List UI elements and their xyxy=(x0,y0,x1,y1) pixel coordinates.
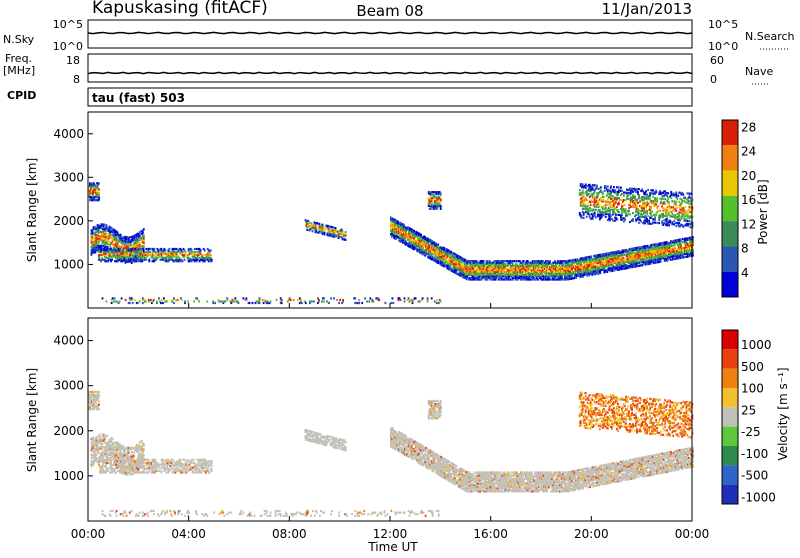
xtick-label: 00:00 xyxy=(71,527,106,541)
colorbar-tick: 16 xyxy=(741,193,756,207)
xtick-label: 00:00 xyxy=(675,527,710,541)
nsearch-tick-bottom: 10^0 xyxy=(708,40,738,53)
colorbar-tick: 24 xyxy=(741,145,756,159)
colorbar-tick: 12 xyxy=(741,217,756,231)
power-ylabel: Slant Range [km] xyxy=(25,158,39,262)
colorbar-tick: 20 xyxy=(741,169,756,183)
colorbar-tick: -500 xyxy=(741,469,768,483)
nsearch-tick-top: 10^5 xyxy=(708,18,738,31)
beam-title: Beam 08 xyxy=(356,2,423,20)
power-colorbar: 4 8 12 16 20 24 28 xyxy=(722,120,756,297)
xtick-label: 16:00 xyxy=(473,527,508,541)
colorbar-tick: -25 xyxy=(741,425,761,439)
nsky-tick-bottom: 10^0 xyxy=(53,40,83,53)
xtick-label: 12:00 xyxy=(373,527,408,541)
ytick-label: 1000 xyxy=(53,257,84,271)
freq-strip-frame xyxy=(88,54,692,82)
date-title: 11/Jan/2013 xyxy=(602,0,693,18)
nsky-label: N.Sky xyxy=(3,33,35,46)
power-panel-frame xyxy=(88,112,692,308)
xtick-label: 20:00 xyxy=(574,527,609,541)
colorbar-swatch xyxy=(722,171,738,196)
ytick-label: 1000 xyxy=(53,469,84,483)
ytick-label: 3000 xyxy=(53,379,84,393)
cpid-label: CPID xyxy=(7,89,36,102)
colorbar-tick: -100 xyxy=(741,447,768,461)
velocity-panel xyxy=(88,391,694,517)
velocity-ylabel: Slant Range [km] xyxy=(25,368,39,472)
freq-label-2: [MHz] xyxy=(3,64,35,77)
power-colorbar-label: Power [dB] xyxy=(756,179,770,244)
colorbar-swatch xyxy=(722,330,738,349)
colorbar-swatch xyxy=(722,407,738,426)
nave-tick-top: 60 xyxy=(710,54,724,67)
colorbar-swatch xyxy=(722,446,738,465)
site-title: Kapuskasing (fitACF) xyxy=(92,0,268,18)
ytick-label: 2000 xyxy=(53,214,84,228)
freq-tick-bottom: 8 xyxy=(73,73,80,86)
colorbar-swatch xyxy=(722,120,738,145)
ytick-label: 4000 xyxy=(53,334,84,348)
colorbar-swatch xyxy=(722,272,738,297)
velocity-colorbar-label: Velocity [m s⁻¹] xyxy=(776,367,790,460)
colorbar-swatch xyxy=(722,246,738,271)
colorbar-swatch xyxy=(722,388,738,407)
colorbar-swatch xyxy=(722,427,738,446)
nsky-trace xyxy=(88,32,692,33)
colorbar-tick: 100 xyxy=(741,382,764,396)
ytick-label: 4000 xyxy=(53,127,84,141)
colorbar-swatch xyxy=(722,369,738,388)
colorbar-tick: -1000 xyxy=(741,491,776,505)
freq-trace xyxy=(88,72,692,73)
xtick-label: 08:00 xyxy=(272,527,307,541)
ytick-label: 2000 xyxy=(53,424,84,438)
velocity-colorbar: 1000 500 100 25 -25 -100 -500 -1000 xyxy=(722,330,776,505)
velocity-yticks: 1000 2000 3000 4000 xyxy=(53,334,93,483)
colorbar-swatch xyxy=(722,145,738,170)
colorbar-tick: 28 xyxy=(741,120,756,134)
cpid-value: tau (fast) 503 xyxy=(92,91,185,105)
nsearch-label: N.Search xyxy=(745,30,795,43)
colorbar-tick: 4 xyxy=(741,266,749,280)
nave-tick-bottom: 0 xyxy=(710,73,717,86)
colorbar-tick: 8 xyxy=(741,242,749,256)
colorbar-swatch xyxy=(722,465,738,484)
colorbar-tick: 25 xyxy=(741,404,756,418)
colorbar-swatch xyxy=(722,349,738,368)
power-yticks: 1000 2000 3000 4000 xyxy=(53,127,93,272)
colorbar-swatch xyxy=(722,485,738,504)
freq-tick-top: 18 xyxy=(66,54,80,67)
colorbar-swatch xyxy=(722,221,738,246)
nsky-tick-top: 10^5 xyxy=(53,18,83,31)
colorbar-tick: 500 xyxy=(741,360,764,374)
ytick-label: 3000 xyxy=(53,170,84,184)
xtick-label: 04:00 xyxy=(171,527,206,541)
colorbar-swatch xyxy=(722,196,738,221)
velocity-panel-frame xyxy=(88,318,692,521)
nave-label: Nave xyxy=(745,65,773,78)
colorbar-tick: 1000 xyxy=(741,338,772,352)
power-panel xyxy=(88,182,694,304)
xaxis-label: Time UT xyxy=(367,540,418,554)
